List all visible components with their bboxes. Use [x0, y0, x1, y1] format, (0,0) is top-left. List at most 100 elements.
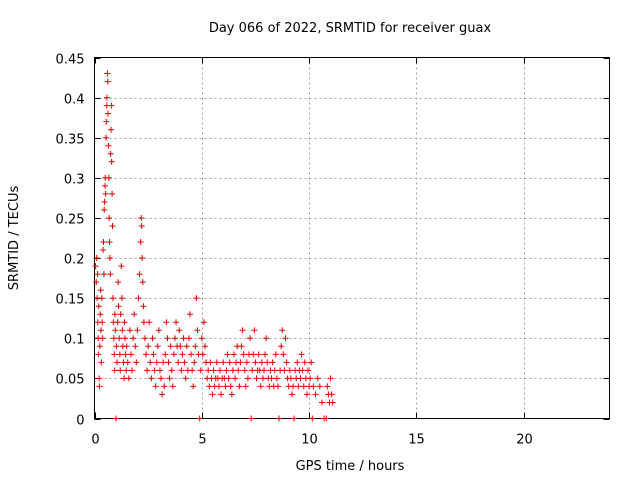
data-point — [99, 335, 106, 342]
data-point — [156, 367, 163, 374]
data-point — [125, 375, 132, 382]
data-point — [111, 311, 118, 318]
data-point — [126, 327, 133, 334]
data-point — [279, 327, 286, 334]
data-point — [183, 343, 190, 350]
x-tick-label: 15 — [408, 433, 425, 448]
data-point — [226, 359, 233, 366]
data-point — [271, 367, 278, 374]
data-point — [241, 367, 248, 374]
data-point — [143, 351, 149, 358]
data-point — [324, 383, 331, 390]
data-point — [109, 295, 116, 302]
data-point — [282, 335, 289, 342]
data-point — [264, 359, 271, 366]
data-point — [200, 319, 207, 326]
data-point — [249, 367, 256, 374]
data-point — [115, 303, 122, 310]
y-tick-label: 0.05 — [56, 373, 85, 388]
data-point — [165, 359, 172, 366]
data-point — [217, 367, 224, 374]
data-point — [149, 335, 156, 342]
data-point — [186, 311, 193, 318]
data-point — [97, 287, 104, 294]
data-point — [312, 391, 319, 398]
y-tick-labels: 0 0.05 0.1 0.15 0.2 0.25 0.3 0.35 0.4 0.45 — [56, 53, 85, 429]
data-point — [182, 375, 189, 382]
y-tick-label: 0.2 — [64, 253, 85, 268]
data-point — [109, 190, 116, 197]
data-point — [103, 94, 110, 101]
data-point — [309, 415, 316, 422]
data-point — [215, 383, 222, 390]
data-point — [129, 367, 136, 374]
data-point — [148, 375, 155, 382]
data-point — [151, 367, 158, 374]
data-point — [240, 351, 247, 358]
data-point — [188, 351, 195, 358]
data-point — [121, 335, 128, 342]
data-point — [146, 319, 153, 326]
data-point — [190, 383, 197, 390]
data-point — [197, 367, 204, 374]
data-point — [140, 303, 147, 310]
y-tick-label: 0.45 — [56, 53, 85, 68]
y-tick-label: 0.4 — [64, 93, 85, 108]
data-point — [101, 198, 108, 205]
data-point — [329, 399, 336, 406]
data-point — [283, 359, 290, 366]
data-point — [108, 102, 115, 109]
data-point — [131, 311, 138, 318]
data-point — [110, 335, 117, 342]
data-point — [247, 335, 254, 342]
data-point — [99, 319, 106, 326]
y-tick-label: 0.35 — [56, 133, 85, 148]
x-tick-labels: 0 5 10 15 20 — [91, 433, 532, 448]
data-point — [98, 359, 105, 366]
data-point — [140, 319, 147, 326]
data-point — [210, 367, 217, 374]
data-point — [118, 263, 125, 270]
data-point — [202, 343, 209, 350]
data-point — [112, 415, 119, 422]
data-point — [199, 351, 206, 358]
data-point — [162, 351, 169, 358]
data-point — [198, 335, 205, 342]
data-point — [179, 351, 186, 358]
data-point — [177, 343, 184, 350]
data-point — [153, 359, 160, 366]
data-point — [108, 126, 115, 133]
data-point — [96, 343, 103, 350]
data-point — [170, 351, 177, 358]
data-point — [159, 391, 166, 398]
data-point — [112, 327, 119, 334]
data-point — [239, 327, 246, 334]
data-point — [281, 367, 288, 374]
data-point — [141, 335, 148, 342]
gridlines — [94, 57, 610, 419]
data-point — [135, 295, 142, 302]
data-point — [262, 351, 269, 358]
data-point — [299, 367, 306, 374]
data-point — [228, 391, 235, 398]
y-tick-label: 0.15 — [56, 293, 85, 308]
data-point — [298, 351, 305, 358]
data-point — [118, 295, 125, 302]
data-points — [92, 70, 336, 422]
data-point — [238, 343, 245, 350]
data-point — [107, 271, 114, 278]
data-point — [258, 359, 265, 366]
data-point — [316, 383, 323, 390]
data-point — [168, 367, 175, 374]
data-point — [269, 359, 276, 366]
data-point — [116, 351, 123, 358]
data-point — [328, 391, 335, 398]
data-point — [286, 367, 293, 374]
data-point — [147, 359, 154, 366]
data-point — [235, 367, 242, 374]
x-tick-label: 10 — [301, 433, 318, 448]
data-point — [158, 375, 165, 382]
data-point — [123, 367, 130, 374]
data-point — [105, 110, 112, 117]
